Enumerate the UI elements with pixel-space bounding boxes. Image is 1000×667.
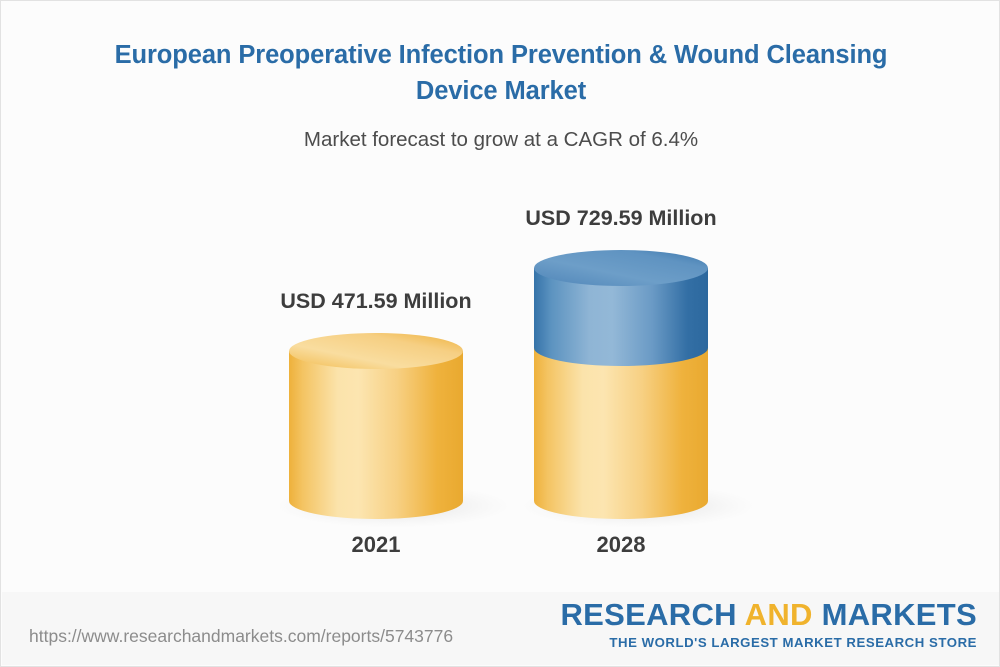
research-and-markets-logo[interactable]: RESEARCH AND MARKETS THE WORLD'S LARGEST…: [561, 599, 978, 649]
cylinder-2021-body: [289, 351, 463, 519]
category-label-2028: 2028: [596, 532, 646, 557]
footer-band: [2, 592, 999, 665]
logo-tagline: THE WORLD'S LARGEST MARKET RESEARCH STOR…: [609, 634, 977, 650]
cylinder-2021-top-cap: [289, 333, 463, 369]
value-label-2028: USD 729.59 Million: [525, 206, 717, 230]
category-label-2021: 2021: [351, 532, 401, 557]
logo-word-markets: MARKETS: [821, 596, 977, 632]
chart-subtitle: Market forecast to grow at a CAGR of 6.4…: [303, 128, 699, 152]
logo-wordmark: RESEARCH AND MARKETS: [561, 599, 978, 630]
cylinder-2028-top-cap: [534, 250, 708, 286]
cylinder-2021: [289, 333, 463, 519]
chart-title: European Preoperative Infection Preventi…: [114, 41, 888, 106]
source-url[interactable]: https://www.researchandmarkets.com/repor…: [29, 626, 454, 646]
cylinder-2028-blue-segment: [534, 268, 708, 366]
cylinder-2028: [534, 250, 708, 519]
logo-word-and: AND: [736, 596, 822, 632]
chart-header: European Preoperative Infection Preventi…: [1, 1, 999, 154]
value-label-2021: USD 471.59 Million: [280, 289, 472, 313]
logo-word-research: RESEARCH: [560, 596, 737, 632]
cylinder-2028-yellow-segment: [534, 348, 708, 519]
